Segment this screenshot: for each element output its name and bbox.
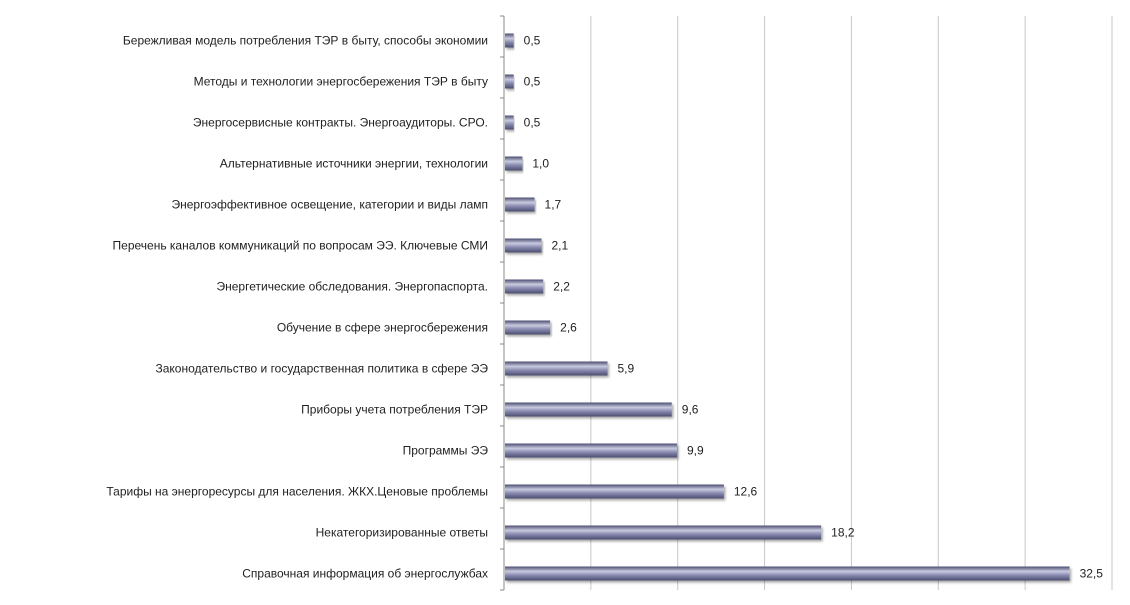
bars xyxy=(505,33,1070,581)
data-label: 18,2 xyxy=(831,526,855,540)
data-label: 9,6 xyxy=(682,403,699,417)
bar xyxy=(505,443,677,458)
category-label: Справочная информация об энергослужбах xyxy=(242,567,488,581)
data-label: 0,5 xyxy=(524,34,541,48)
category-label: Перечень каналов коммуникаций по вопроса… xyxy=(113,239,488,253)
data-label: 2,2 xyxy=(553,280,570,294)
data-label: 0,5 xyxy=(524,116,541,130)
bar xyxy=(505,320,551,335)
category-label: Обучение в сфере энергосбережения xyxy=(277,321,488,335)
axes: 0,05,010,015,020,025,030,035,0 xyxy=(500,15,505,591)
bar xyxy=(505,566,1070,581)
data-label: 2,6 xyxy=(560,321,577,335)
data-label: 9,9 xyxy=(687,444,704,458)
category-label: Бережливая модель потребления ТЭР в быту… xyxy=(123,34,488,48)
category-label: Тарифы на энергоресурсы для населения. Ж… xyxy=(106,485,488,499)
bar xyxy=(505,484,724,499)
category-label: Энергетические обследования. Энергопаспо… xyxy=(217,280,489,294)
bar xyxy=(505,115,514,130)
bar xyxy=(505,525,822,540)
category-label: Программы ЭЭ xyxy=(403,444,489,458)
category-label: Законодательство и государственная полит… xyxy=(155,362,488,376)
bar xyxy=(505,33,514,48)
data-label: 32,5 xyxy=(1080,567,1104,581)
bar xyxy=(505,238,542,253)
gridlines xyxy=(590,16,1113,590)
bar xyxy=(505,402,672,417)
category-label: Приборы учета потребления ТЭР xyxy=(301,403,488,417)
bar xyxy=(505,361,608,376)
category-label: Методы и технологии энергосбережения ТЭР… xyxy=(194,75,488,89)
data-label: 12,6 xyxy=(734,485,758,499)
category-label: Энергосервисные контракты. Энергоаудитор… xyxy=(193,116,488,130)
data-label: 1,0 xyxy=(532,157,549,171)
data-label: 2,1 xyxy=(551,239,568,253)
data-label: 0,5 xyxy=(524,75,541,89)
category-label: Альтернативные источники энергии, технол… xyxy=(220,157,488,171)
labels: Бережливая модель потребления ТЭР в быту… xyxy=(106,34,1103,581)
category-label: Некатегоризированные ответы xyxy=(316,526,488,540)
bar xyxy=(505,156,523,171)
bar xyxy=(505,74,514,89)
data-label: 5,9 xyxy=(617,362,634,376)
category-label: Энергоэффективное освещение, категории и… xyxy=(171,198,488,212)
data-label: 1,7 xyxy=(545,198,562,212)
bar xyxy=(505,279,544,294)
bar xyxy=(505,197,535,212)
